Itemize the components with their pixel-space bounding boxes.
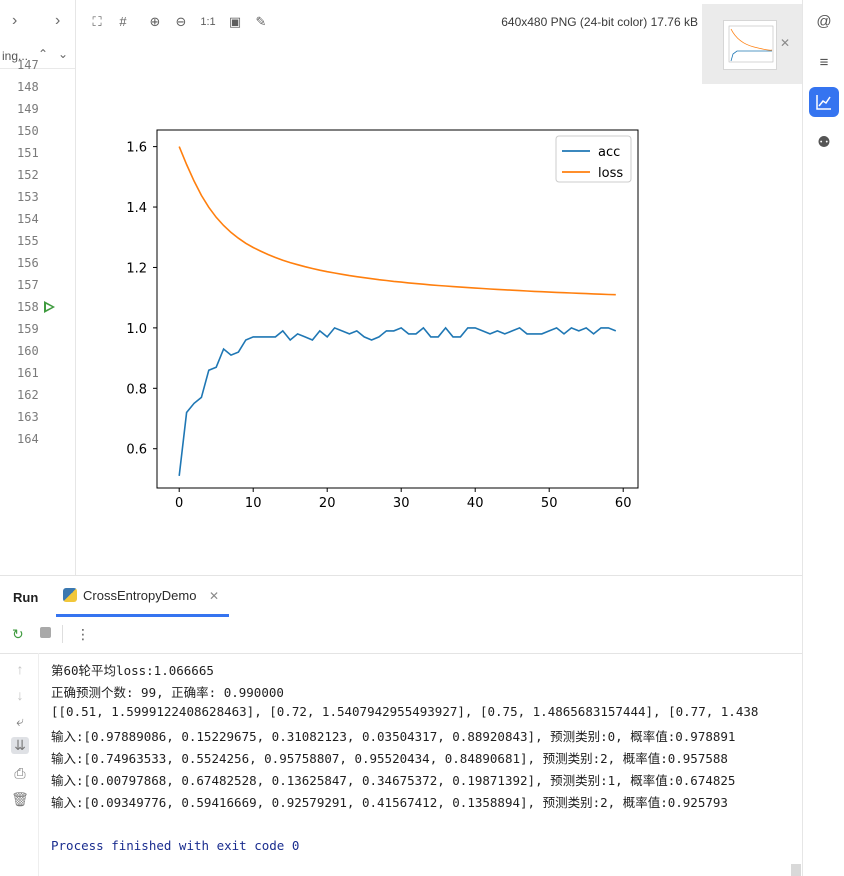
- line-number: 156: [17, 256, 39, 270]
- line-number: 160: [17, 344, 39, 358]
- run-config-tab[interactable]: CrossEntropyDemo: [63, 588, 196, 616]
- console-line: 输入:[0.74963533, 0.5524256, 0.95758807, 0…: [51, 751, 728, 766]
- run-gutter-icon[interactable]: [44, 301, 55, 313]
- right-tool-strip: @ ≡ ⚉: [802, 0, 844, 876]
- legend-box: [555, 135, 632, 183]
- y-tick-label: 1.6: [126, 141, 147, 156]
- line-number: 162: [17, 388, 39, 402]
- scroll-up-icon[interactable]: ↑: [16, 661, 24, 677]
- image-info-label: 640x480 PNG (24-bit color) 17.76 kB: [501, 15, 698, 29]
- y-tick-label: 0.6: [126, 443, 147, 458]
- run-toolbar: ↻ ⋮: [0, 617, 802, 654]
- close-thumbnail-icon[interactable]: ✕: [780, 36, 791, 50]
- grid-icon[interactable]: #: [119, 14, 127, 29]
- run-config-tab-label: CrossEntropyDemo: [83, 588, 197, 603]
- line-number: 147: [17, 58, 39, 72]
- x-tick-label: 50: [541, 496, 558, 511]
- line-number: 148: [17, 80, 39, 94]
- line-number: 152: [17, 168, 39, 182]
- fit-zoom-icon[interactable]: ⛶: [92, 14, 102, 29]
- exit-message: Process finished with exit code 0: [51, 838, 300, 853]
- line-number: 158: [17, 300, 39, 314]
- series-line-loss: [178, 146, 616, 296]
- x-tick-label: 30: [393, 496, 410, 511]
- active-tab-indicator: [56, 614, 229, 617]
- y-tick-label: 1.0: [126, 322, 147, 337]
- line-number: 159: [17, 322, 39, 336]
- console-line: 第60轮平均loss:1.066665: [51, 663, 214, 678]
- find-bar[interactable]: ing... ⌃ ⌄: [0, 44, 75, 69]
- find-input[interactable]: ing...: [2, 49, 29, 63]
- line-number: 164: [17, 432, 39, 446]
- previous-occurrence-icon[interactable]: ⌃: [38, 47, 49, 61]
- zoom-out-icon[interactable]: ⊖: [175, 14, 187, 29]
- run-panel-title: Run: [13, 590, 39, 605]
- console-line: 输入:[0.00797868, 0.67482528, 0.13625847, …: [51, 773, 736, 788]
- series-line-acc: [178, 326, 617, 476]
- y-tick-label: 1.4: [126, 201, 147, 216]
- line-number: 149: [17, 102, 39, 116]
- line-number: 151: [17, 146, 39, 160]
- background-toggle-icon[interactable]: ▣: [228, 14, 242, 29]
- close-tab-icon[interactable]: ✕: [209, 589, 220, 603]
- scroll-to-end-icon[interactable]: ⇊: [11, 737, 29, 754]
- chevron-right-icon[interactable]: ›: [12, 12, 18, 29]
- line-number: 161: [17, 366, 39, 380]
- python-icon: [63, 588, 77, 602]
- line-number: 163: [17, 410, 39, 424]
- y-tick-label: 0.8: [126, 382, 147, 397]
- console-side-toolbar: ↑ ↓ ⤶ ⇊ ⎙ 🗑: [0, 653, 39, 876]
- plugins-icon[interactable]: ⚉: [817, 134, 831, 151]
- line-number: 155: [17, 234, 39, 248]
- more-options-icon[interactable]: ⋮: [76, 626, 90, 642]
- line-number: 153: [17, 190, 39, 204]
- x-tick-label: 60: [615, 496, 632, 511]
- console-line: 正确预测个数: 99, 正确率: 0.990000: [51, 685, 284, 700]
- x-tick-label: 40: [467, 496, 484, 511]
- line-number: 150: [17, 124, 39, 138]
- database-icon[interactable]: ≡: [819, 54, 829, 71]
- plot-viewer: 0 10 20 30 40 50 60 0.6 0.8 1.0 1.2 1.4 1.6 acc loss: [76, 84, 702, 574]
- stop-icon[interactable]: [40, 627, 51, 638]
- ai-assistant-icon[interactable]: @: [816, 13, 832, 30]
- editor-gutter-panel: › › ing... ⌃ ⌄ 147 148 149 150 151 152 153 154 1…: [0, 0, 76, 575]
- thumbnail-panel: ✕: [702, 4, 802, 84]
- console-line: [[0.51, 1.5999122408628463], [0.72, 1.54…: [51, 704, 759, 719]
- console-line: 输入:[0.97889086, 0.15229675, 0.31082123, …: [51, 729, 736, 744]
- sciview-plots-icon[interactable]: [809, 87, 839, 117]
- image-viewer-toolbar: ⛶ # ⊕ ⊖ 1:1 ▣ ✎ 640x480 PNG (24-bit colo…: [76, 4, 702, 40]
- line-number: 157: [17, 278, 39, 292]
- console-scrollbar[interactable]: [791, 864, 801, 876]
- console-output[interactable]: 第60轮平均loss:1.066665 正确预测个数: 99, 正确率: 0.99…: [51, 660, 803, 876]
- actual-size-button[interactable]: 1:1: [200, 16, 216, 28]
- x-tick-label: 0: [175, 496, 183, 511]
- chevron-right-icon[interactable]: ›: [55, 12, 61, 29]
- legend-label-acc: acc: [598, 145, 620, 160]
- plot-frame: [156, 129, 639, 489]
- scroll-down-icon[interactable]: ↓: [16, 687, 24, 703]
- zoom-in-icon[interactable]: ⊕: [149, 14, 161, 29]
- x-tick-label: 20: [319, 496, 336, 511]
- trash-icon[interactable]: 🗑: [11, 791, 29, 807]
- toolbar-divider: [62, 625, 63, 643]
- legend-label-loss: loss: [598, 166, 623, 181]
- print-icon[interactable]: ⎙: [14, 765, 26, 781]
- line-number: 154: [17, 212, 39, 226]
- run-panel-header: Run CrossEntropyDemo ✕: [0, 575, 802, 618]
- y-tick-label: 1.2: [126, 261, 147, 276]
- editor-tab-nav: › ›: [0, 4, 75, 40]
- console-line: 输入:[0.09349776, 0.59416669, 0.92579291, …: [51, 795, 728, 810]
- line-chart: 0 10 20 30 40 50 60 0.6 0.8 1.0 1.2 1.4 1.6 acc loss: [126, 129, 639, 511]
- rerun-icon[interactable]: ↻: [12, 626, 24, 642]
- x-tick-label: 10: [245, 496, 262, 511]
- color-picker-icon[interactable]: ✎: [255, 14, 267, 29]
- soft-wrap-icon[interactable]: ⤶: [16, 713, 24, 729]
- next-occurrence-icon[interactable]: ⌄: [58, 47, 69, 61]
- image-thumbnail[interactable]: [723, 20, 777, 70]
